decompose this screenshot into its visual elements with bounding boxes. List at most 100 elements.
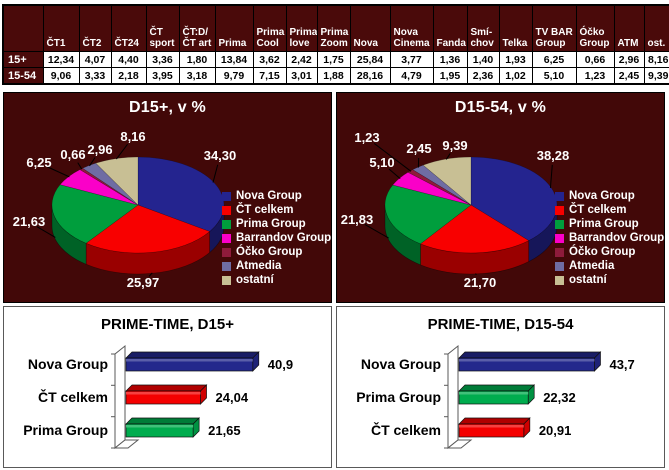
- table-cell: 2,36: [466, 67, 500, 85]
- pie-data-label: 38,28: [537, 148, 570, 163]
- table-cell: 25,84: [349, 51, 391, 68]
- legend-label: ČT celkem: [236, 204, 294, 216]
- table-header-row: ČT1 ČT2 ČT24 ČT sport ČT:D/ ČT art Prima Prima…: [2, 4, 669, 52]
- legend-label: Barrandov Group: [569, 232, 665, 244]
- legend-label: Atmedia: [236, 260, 282, 272]
- table-cell: 3,01: [285, 67, 318, 85]
- column-header: Nova Cinema: [389, 4, 434, 52]
- column-header: ČT sport: [145, 4, 180, 52]
- pie-label-leader: [364, 224, 389, 239]
- legend-swatch: [222, 191, 231, 201]
- bar-highlight: [126, 425, 194, 428]
- table-cell: 1,23: [575, 67, 615, 85]
- row-header: 15+: [2, 51, 44, 68]
- legend-item: Nova Group: [222, 189, 331, 203]
- column-header: ČT24: [110, 4, 147, 52]
- legend-label: Prima Group: [569, 218, 639, 230]
- column-header: Fanda: [432, 4, 468, 52]
- legend-swatch: [222, 275, 231, 285]
- pie-panel-d15-54: D15-54, v % 38,28 21,70 21,83 5,10 1,23 2,45 9…: [336, 92, 665, 303]
- pie-data-label: 21,70: [464, 275, 497, 290]
- bar-axis-floor: [113, 439, 140, 449]
- bar-category-label: ČT celkem: [371, 421, 441, 438]
- column-header: TV BAR Group: [531, 4, 577, 52]
- legend-item: Óčko Group: [222, 245, 331, 259]
- pie-data-label: 5,10: [369, 155, 394, 170]
- table-cell: 12,34: [42, 51, 80, 68]
- table-cell: 3,95: [145, 67, 180, 85]
- table-cell: 3,18: [178, 67, 216, 85]
- pie-data-label: 21,83: [341, 212, 374, 227]
- pie-slice: [51, 184, 139, 244]
- pie-panel-d15plus: D15+, v % 34,30 25,97 21,63 6,25 0,66 2,96 8,1…: [3, 92, 332, 303]
- bar-title-primetime-d15plus: PRIME-TIME, D15+: [101, 316, 234, 333]
- legend-item: ostatní: [555, 273, 664, 287]
- pie-title-d15-54: D15-54, v %: [454, 99, 547, 116]
- legend-item: Barrandov Group: [555, 231, 664, 245]
- table-cell: 3,36: [145, 51, 180, 68]
- pie-label-leader: [89, 157, 96, 167]
- table-row: 15+ 12,34 4,07 4,40 3,36 1,80 13,84 3,62 2,42 1,7…: [2, 51, 669, 68]
- legend-swatch: [555, 205, 564, 215]
- table-cell: 7,15: [252, 67, 287, 85]
- table-cell: 3,77: [389, 51, 434, 68]
- pie-slice: [85, 204, 211, 254]
- legend-swatch: [555, 219, 564, 229]
- table-cell: 1,40: [466, 51, 500, 68]
- pie-chart-d15plus: 34,30 25,97 21,63 6,25 0,66 2,96 8,16: [13, 129, 237, 290]
- table-cell: 1,95: [432, 67, 468, 85]
- bar-value-label: 40,9: [268, 357, 293, 372]
- bar-axis-wall: [114, 344, 126, 450]
- legend-swatch: [222, 261, 231, 271]
- legend-item: Prima Group: [555, 217, 664, 231]
- pie-slice: [412, 164, 472, 206]
- pie-slice: [419, 204, 530, 254]
- legend-item: Nova Group: [555, 189, 664, 203]
- pie-chart-d15-54: 38,28 21,70 21,83 5,10 1,23 2,45 9,39: [341, 130, 570, 290]
- table-corner-cell: [2, 4, 44, 52]
- bar-top-face: [458, 351, 602, 359]
- column-header: Prima Cool: [252, 4, 287, 52]
- legend-swatch: [555, 261, 564, 271]
- column-header: Prima: [214, 4, 254, 52]
- pie-legend-d15plus: Nova Group ČT celkem Prima Group Barrandov …: [222, 189, 331, 287]
- bar-title-primetime-d15-54: PRIME-TIME, D15-54: [427, 316, 574, 333]
- legend-label: Nova Group: [569, 190, 635, 202]
- bar-chart-primetime-d15-54: 43,7 Nova Group 22,32 Prima Group 20,91 ČT ce…: [356, 344, 635, 450]
- table-cell: 5,10: [531, 67, 577, 85]
- column-header: ČT:D/ ČT art: [178, 4, 216, 52]
- pie-data-label: 21,63: [13, 214, 46, 229]
- table-cell: 2,18: [110, 67, 147, 85]
- pie-label-leader: [373, 143, 412, 172]
- bar-value-label: 20,91: [539, 423, 572, 438]
- pie-label-leader: [36, 226, 56, 238]
- bar-top-face: [125, 351, 260, 359]
- legend-label: Barrandov Group: [236, 232, 332, 244]
- table-cell: 9,79: [214, 67, 254, 85]
- bar-top-face: [125, 384, 208, 392]
- legend-label: Prima Group: [236, 218, 306, 230]
- bar-category-label: Nova Group: [28, 356, 108, 372]
- bar-category-label: Nova Group: [361, 356, 441, 372]
- legend-swatch: [222, 205, 231, 215]
- column-header: ČT2: [78, 4, 112, 52]
- pie-label-leader: [445, 153, 451, 160]
- column-header: Nova: [349, 4, 391, 52]
- pie-label-leader: [46, 166, 70, 178]
- pie-data-label: 25,97: [127, 275, 160, 290]
- row-header: 15-54: [2, 67, 44, 85]
- bar-highlight: [126, 359, 253, 362]
- pie-slice: [82, 162, 139, 206]
- bar-panel-primetime-d15plus: PRIME-TIME, D15+ 40,9 Nova Group 24,04 ČT c…: [3, 306, 332, 468]
- table-cell: 1,02: [498, 67, 533, 85]
- legend-item: ostatní: [222, 273, 331, 287]
- pie-title-d15plus: D15+, v %: [129, 99, 206, 116]
- bar-top-face: [458, 417, 531, 425]
- legend-label: ČT celkem: [569, 204, 627, 216]
- pie-data-label: 2,96: [87, 142, 112, 157]
- column-header: ost.: [643, 4, 669, 52]
- table-cell: 2,42: [285, 51, 318, 68]
- bar-axis-floor: [446, 439, 473, 449]
- legend-item: Atmedia: [222, 259, 331, 273]
- pie-label-leader: [148, 272, 153, 277]
